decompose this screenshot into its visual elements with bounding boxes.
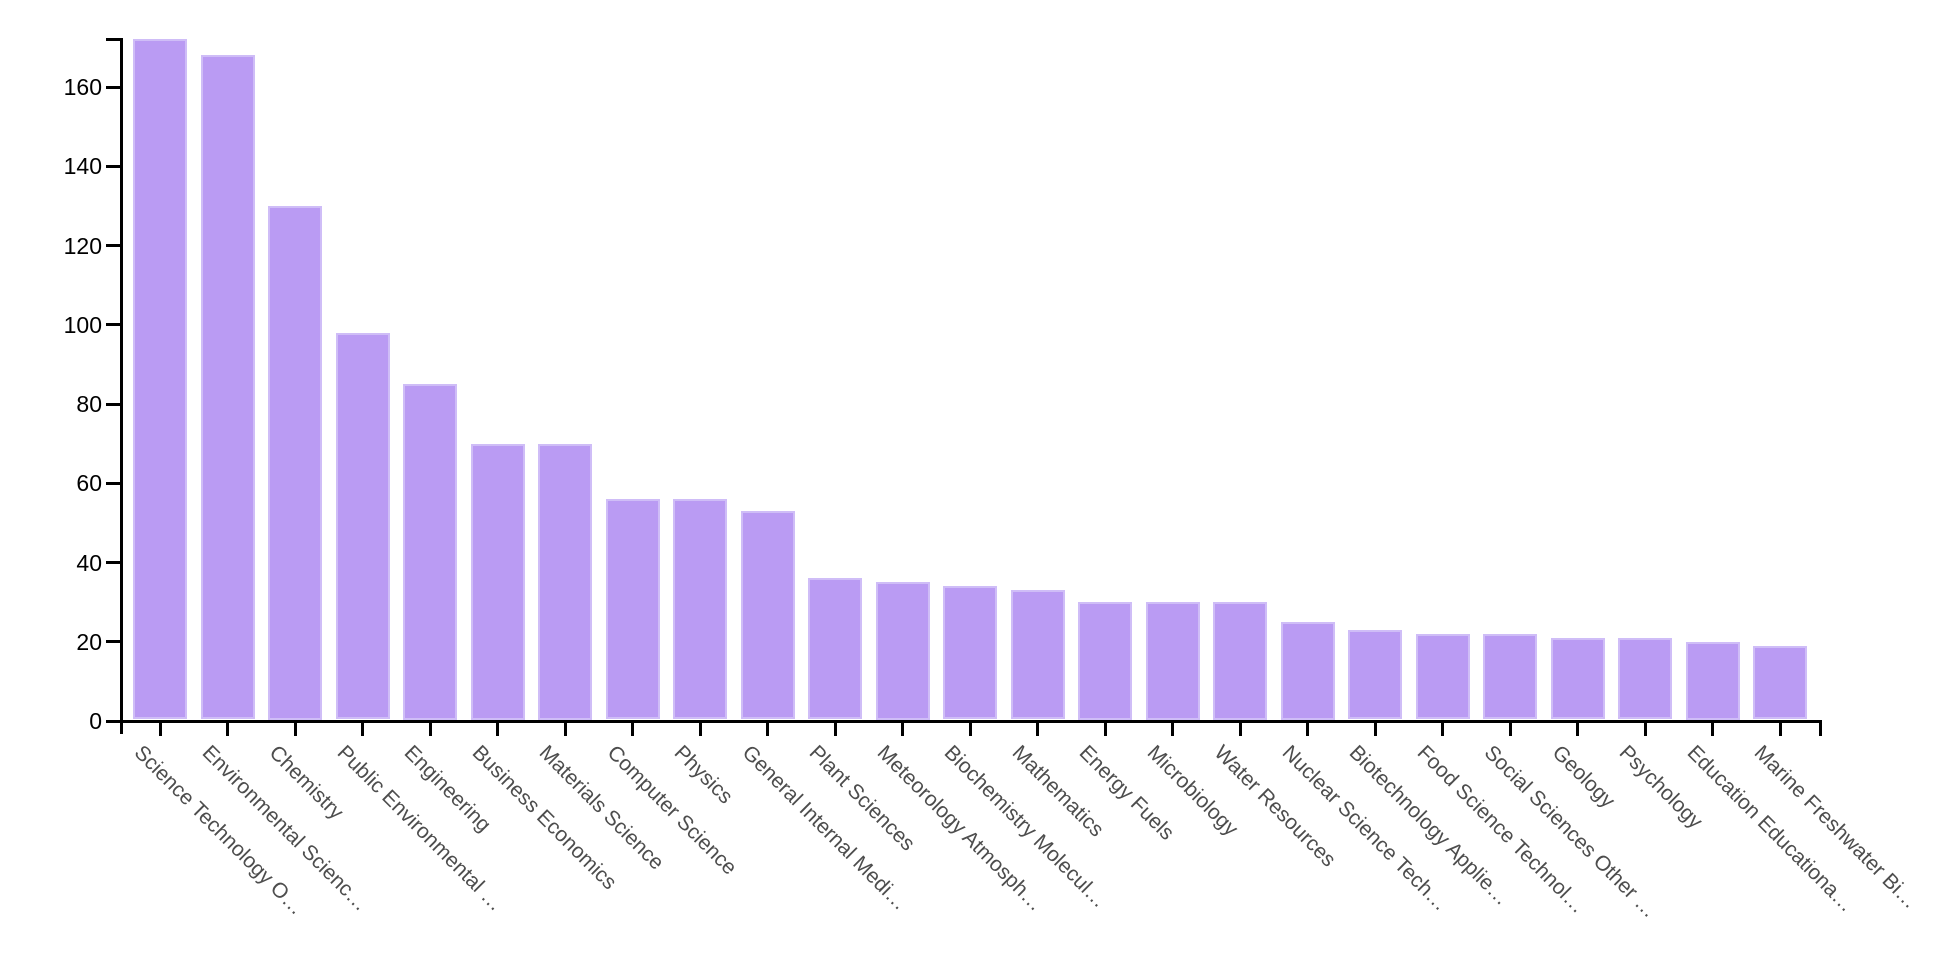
bar bbox=[1685, 641, 1740, 720]
bar bbox=[605, 499, 660, 720]
x-tick bbox=[968, 722, 972, 736]
bar bbox=[1550, 637, 1605, 720]
y-tick-label: 20 bbox=[76, 628, 102, 655]
y-tick bbox=[106, 164, 120, 168]
bar bbox=[1618, 637, 1672, 720]
x-tick bbox=[428, 722, 432, 736]
bar bbox=[875, 582, 930, 720]
bar bbox=[335, 332, 390, 720]
bar bbox=[1753, 645, 1807, 720]
y-tick-label: 0 bbox=[89, 708, 102, 734]
x-tick bbox=[1373, 722, 1377, 736]
x-tick-label: Computer Science bbox=[602, 741, 741, 880]
x-tick bbox=[1643, 722, 1647, 736]
y-tick-label: 60 bbox=[76, 470, 102, 497]
x-tick bbox=[901, 722, 904, 736]
y-tick-label: 40 bbox=[76, 549, 102, 576]
x-tick bbox=[766, 722, 769, 736]
x-tick bbox=[1036, 722, 1039, 736]
bar bbox=[1280, 621, 1335, 720]
x-tick bbox=[1508, 722, 1512, 736]
bar bbox=[200, 55, 255, 720]
y-axis-top-cap-tick bbox=[106, 38, 120, 41]
y-tick bbox=[106, 244, 120, 247]
bar bbox=[268, 205, 322, 720]
bar bbox=[470, 443, 525, 720]
y-axis-spine bbox=[120, 38, 123, 734]
bar bbox=[943, 586, 997, 720]
x-tick bbox=[1576, 722, 1579, 736]
bar bbox=[1415, 633, 1470, 720]
x-tick bbox=[1778, 722, 1782, 736]
x-tick-label: Water Resources bbox=[1209, 741, 1341, 872]
x-tick bbox=[1103, 722, 1107, 736]
bar bbox=[1348, 629, 1402, 720]
x-tick bbox=[1171, 722, 1174, 736]
x-tick bbox=[833, 722, 837, 736]
bar bbox=[133, 39, 187, 720]
x-axis-spine bbox=[106, 719, 1822, 723]
y-tick bbox=[106, 402, 120, 406]
bar bbox=[1010, 590, 1065, 720]
bar bbox=[538, 443, 592, 720]
x-tick bbox=[158, 722, 162, 736]
x-tick bbox=[1711, 722, 1714, 736]
y-tick-label: 160 bbox=[63, 74, 102, 100]
bar bbox=[1145, 602, 1200, 720]
y-tick bbox=[106, 85, 120, 89]
x-tick bbox=[563, 722, 567, 736]
x-tick bbox=[698, 722, 702, 736]
y-tick bbox=[106, 719, 120, 723]
x-tick bbox=[1306, 722, 1309, 736]
bar bbox=[673, 499, 727, 720]
bar bbox=[1213, 602, 1267, 720]
bar bbox=[808, 578, 862, 720]
bar bbox=[1483, 633, 1537, 720]
bar bbox=[403, 384, 457, 720]
x-tick-label: Materials Science bbox=[534, 741, 669, 875]
y-tick-label: 80 bbox=[76, 391, 102, 417]
y-tick-label: 100 bbox=[63, 311, 102, 338]
x-tick bbox=[496, 722, 499, 736]
bar bbox=[740, 510, 795, 720]
x-tick-label: Physics bbox=[669, 741, 738, 809]
x-tick bbox=[293, 722, 297, 736]
y-tick bbox=[106, 323, 120, 327]
y-tick bbox=[106, 561, 120, 564]
x-axis-end-cap-tick bbox=[1819, 722, 1822, 736]
y-tick-label: 140 bbox=[63, 153, 102, 180]
bar bbox=[1078, 602, 1132, 720]
x-tick bbox=[1238, 722, 1242, 736]
y-tick bbox=[106, 481, 120, 485]
y-tick bbox=[106, 640, 120, 644]
x-tick bbox=[226, 722, 229, 736]
x-tick bbox=[1441, 722, 1444, 736]
x-tick bbox=[631, 722, 634, 736]
y-tick-label: 120 bbox=[63, 232, 102, 259]
x-tick bbox=[361, 722, 364, 736]
